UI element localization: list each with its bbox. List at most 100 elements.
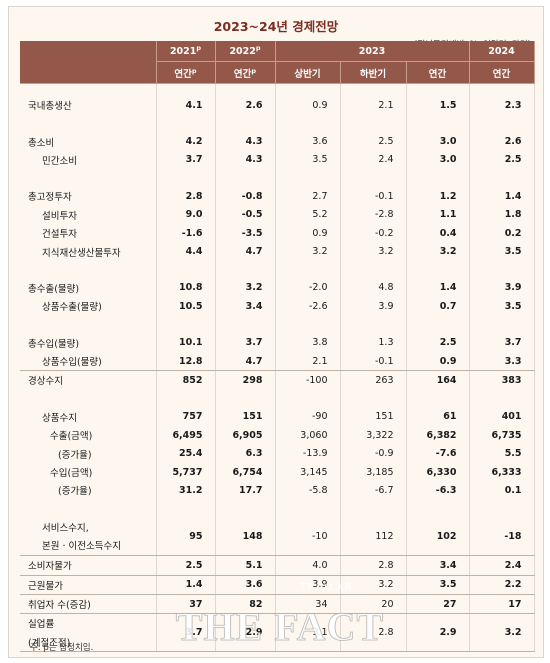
spacer-row <box>20 499 535 518</box>
cell: 2.5 <box>469 150 535 170</box>
cell: 17.7 <box>215 481 276 500</box>
cell: -18 <box>469 517 535 557</box>
cell: 4.3 <box>215 150 276 170</box>
cell: 757 <box>156 407 216 427</box>
table-row: 취업자 수(증감) 37 82 34 20 27 17 <box>20 594 535 615</box>
cell: 2.2 <box>469 575 535 595</box>
row-label: 국내총생산 <box>20 96 157 115</box>
table-row: 건설투자 -1.6 -3.5 0.9 -0.2 0.4 0.2 <box>20 223 535 243</box>
header-corner <box>20 41 157 84</box>
cell: 151 <box>340 407 407 427</box>
cell: 6,495 <box>156 426 216 445</box>
cell: 20 <box>340 594 407 615</box>
cell: 3.2 <box>340 242 407 261</box>
row-label: 총고정투자 <box>20 187 157 206</box>
table-row: 경상수지 852 298 -100 263 164 383 <box>20 370 535 390</box>
cell: 2.4 <box>469 555 535 576</box>
cell: 2.8 <box>340 613 407 653</box>
table-row: 총수출(물량) 10.8 3.2 -2.0 4.8 1.4 3.9 <box>20 278 535 298</box>
cell: 2.8 <box>340 555 407 576</box>
cell: 3.6 <box>215 575 276 595</box>
header-row-years: 2021p 2022p 2023 2024 <box>20 41 535 84</box>
spacer-row <box>20 114 535 133</box>
cell: -100 <box>275 370 341 390</box>
header-col: 연간 <box>469 61 535 84</box>
cell: 10.8 <box>156 278 216 298</box>
cell: 37 <box>156 594 216 615</box>
cell: 3.5 <box>275 150 341 170</box>
row-label: 총수출(물량) <box>20 278 157 298</box>
cell: 3,185 <box>340 462 407 482</box>
cell: 5.2 <box>275 205 341 224</box>
cell: 2.9 <box>406 613 470 653</box>
table-row: 상품수지 757 151 -90 151 61 401 <box>20 407 535 427</box>
cell: -2.0 <box>275 278 341 298</box>
cell: -6.7 <box>340 481 407 500</box>
cell: 82 <box>215 594 276 615</box>
cell: 3,322 <box>340 426 407 445</box>
table-row: (증가율) 31.2 17.7 -5.8 -6.7 -6.3 0.1 <box>20 481 535 500</box>
header-col: 연간 <box>406 61 470 84</box>
cell: 263 <box>340 370 407 390</box>
cell: 2.6 <box>215 96 276 115</box>
row-label: 취업자 수(증감) <box>20 594 157 615</box>
cell: 1.4 <box>156 575 216 595</box>
cell: -3.5 <box>215 223 276 243</box>
cell: 148 <box>215 517 276 557</box>
row-label: (증가율) <box>20 444 157 463</box>
cell: 852 <box>156 370 216 390</box>
cell: 3.7 <box>156 150 216 170</box>
cell: 3.7 <box>215 333 276 352</box>
row-label: 총수입(물량) <box>20 333 157 352</box>
header-row-periods: 연간p 연간p 상반기 하반기 연간 연간 <box>20 61 535 84</box>
header-col: 연간p <box>156 61 216 84</box>
row-label: 수출(금액) <box>20 426 157 445</box>
cell: 3.9 <box>340 297 407 316</box>
cell: 17 <box>469 594 535 615</box>
cell: 1.4 <box>469 187 535 206</box>
row-label: 수입(금액) <box>20 462 157 482</box>
cell: 6,735 <box>469 426 535 445</box>
cell: 0.2 <box>469 223 535 243</box>
cell: 2.1 <box>340 96 407 115</box>
table-row: 소비자물가 2.5 5.1 4.0 2.8 3.4 2.4 <box>20 555 535 576</box>
spacer-row <box>20 169 535 188</box>
cell: 102 <box>406 517 470 557</box>
table-row: 실업률 (계절조정) 3.7 2.9 3.1 2.8 2.9 3.2 <box>20 613 535 653</box>
cell: -2.8 <box>340 205 407 224</box>
cell: 4.2 <box>156 132 216 151</box>
cell: -2.6 <box>275 297 341 316</box>
cell: 3.8 <box>275 333 341 352</box>
cell: 3.9 <box>469 278 535 298</box>
row-label: 상품수입(물량) <box>20 351 157 372</box>
cell: 0.4 <box>406 223 470 243</box>
spacer-row <box>20 83 535 96</box>
cell: 5,737 <box>156 462 216 482</box>
row-label: 근원물가 <box>20 575 157 595</box>
row-label-line: 서비스수지, <box>42 523 89 535</box>
cell: 6,382 <box>406 426 470 445</box>
cell: -0.8 <box>215 187 276 206</box>
cell: -0.2 <box>340 223 407 243</box>
table-row: 서비스수지, 본원 · 이전소득수지 95 148 -10 112 102 -1… <box>20 517 535 557</box>
cell: 3.5 <box>406 575 470 595</box>
cell: -10 <box>275 517 341 557</box>
header-year-2021: 2021p <box>156 41 216 62</box>
row-label: 경상수지 <box>20 370 157 390</box>
cell: 1.4 <box>406 278 470 298</box>
cell: 6,333 <box>469 462 535 482</box>
cell: 3.4 <box>406 555 470 576</box>
cell: -0.1 <box>340 351 407 372</box>
cell: 95 <box>156 517 216 557</box>
cell: 25.4 <box>156 444 216 463</box>
table-row: 지식재산생산물투자 4.4 4.7 3.2 3.2 3.2 3.5 <box>20 242 535 261</box>
header-year-2022: 2022p <box>215 41 276 62</box>
cell: 383 <box>469 370 535 390</box>
cell: 3.7 <box>156 613 216 653</box>
cell: 2.5 <box>156 555 216 576</box>
table-row: 총고정투자 2.8 -0.8 2.7 -0.1 1.2 1.4 <box>20 187 535 206</box>
cell: 4.1 <box>156 96 216 115</box>
row-label: 상품수지 <box>20 407 157 427</box>
row-label: (증가율) <box>20 481 157 500</box>
cell: 3.6 <box>275 132 341 151</box>
